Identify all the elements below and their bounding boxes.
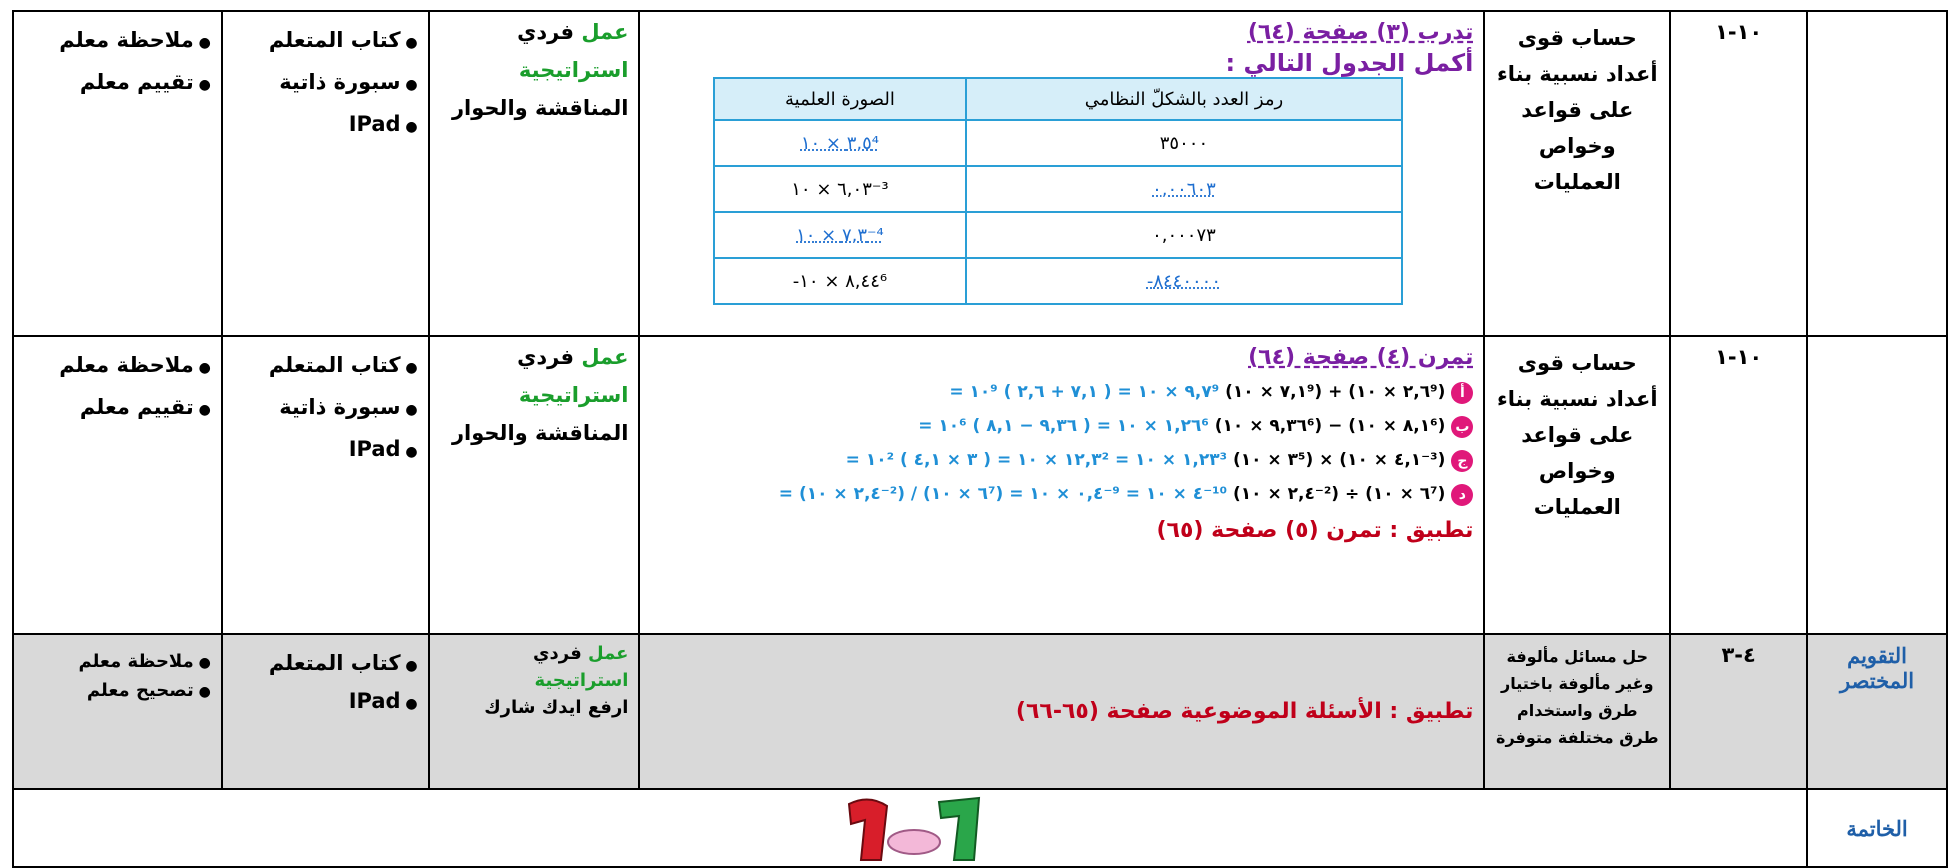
content: تدرب (٣) صفحة (٦٤) أكمل الجدول التالي : … [638, 10, 1486, 337]
method: ارفع ايدك شارك [484, 697, 629, 718]
row: الخاتمة [11, 788, 1948, 868]
assessment-item: ملاحظة معلم [24, 651, 211, 672]
assessment-item: تقييم معلم [24, 70, 211, 94]
equation: د(٢,٤ × ١٠⁻²) ÷ (٦ × ١٠⁷) = (٢,٤ × ١٠⁻²)… [650, 484, 1474, 506]
strategy-name: استراتيجية [518, 58, 629, 82]
resource: IPad [233, 437, 418, 461]
inner-table: رمز العدد بالشكلّ النظامي الصورة العلمية … [713, 77, 1404, 305]
equation-letter: ج [1451, 450, 1474, 472]
equation-solution: = (٢,٤ × ١٠⁻²) / (٦ × ١٠⁷) = ٠,٤ × ١٠⁻⁹ … [778, 484, 1228, 504]
assessment: ملاحظة معلم تصحيح معلم [12, 633, 223, 790]
resource: سبورة ذاتية [233, 395, 418, 419]
strategy: عمل فردي استراتيجية ارفع ايدك شارك [427, 633, 641, 790]
equation: ب(٩,٣٦ × ١٠⁶) − (٨,١ × ١٠⁶) = ١٠⁶ ( ٩,٣٦… [650, 416, 1474, 438]
assessment: ملاحظة معلم تقييم معلم [12, 10, 223, 337]
resource: IPad [233, 689, 418, 713]
closing [11, 788, 1809, 868]
equation-letter: أ [1451, 382, 1474, 404]
equation-solution: = ١٠² ( ٣ × ٤,١ ) = ١٢,٣ × ١٠² = ١,٢٣ × … [845, 450, 1228, 470]
equation: أ(٧,١ × ١٠⁹) + (٢,٦ × ١٠⁹) = ١٠⁹ ( ٧,١ +… [650, 382, 1474, 404]
resources: كتاب المتعلم سبورة ذاتية IPad [220, 10, 430, 337]
exercise-title: تدرب (٣) صفحة (٦٤) [1247, 20, 1474, 45]
equation-given: (٢,٤ × ١٠⁻²) ÷ (٦ × ١٠⁷) [1232, 484, 1446, 504]
work: فردي [517, 20, 574, 44]
work: فردي [533, 643, 582, 664]
resource: كتاب المتعلم [233, 651, 418, 675]
instruction: أكمل الجدول التالي : [1225, 49, 1474, 77]
strategy-name: استراتيجية [518, 383, 629, 407]
application: تطبيق : تمرن (٥) صفحة (٦٥) [1156, 518, 1474, 543]
cell: -٨,٤٤ × ١٠⁶ [713, 257, 967, 305]
exercise-title: تمرن (٤) صفحة (٦٤) [1248, 345, 1474, 370]
resource: سبورة ذاتية [233, 70, 418, 94]
method: المناقشة والحوار [451, 421, 629, 445]
resource: IPad [233, 112, 418, 136]
equation-solution: = ١٠⁶ ( ٩,٣٦ − ٨,١ ) = ١,٢٦ × ١٠⁶ [918, 416, 1209, 436]
objective: حساب قوى أعداد نسبية بناء على قواعد وخوا… [1483, 10, 1672, 337]
content: تطبيق : الأسئلة الموضوعية صفحة (٦٥-٦٦) [638, 633, 1486, 790]
equation-letter: ب [1451, 416, 1474, 438]
strategy: عمل فردي استراتيجية المناقشة والحوار [427, 335, 641, 635]
stage: التقويم المختصر [1806, 633, 1948, 790]
cell: ٣٥٠٠٠ [964, 119, 1404, 167]
assessment: ملاحظة معلم تقييم معلم [12, 335, 223, 635]
work: فردي [517, 345, 574, 369]
equation-letter: د [1451, 484, 1474, 506]
equation-given: (٣ × ١٠⁵) × (٤,١ × ١٠⁻³) [1232, 450, 1446, 470]
stage: الخاتمة [1806, 788, 1948, 868]
code: ١٠-١ [1669, 10, 1809, 337]
resources: كتاب المتعلم IPad [220, 633, 430, 790]
header: رمز العدد بالشكلّ النظامي [964, 77, 1404, 121]
strategy-name: استراتيجية [534, 670, 629, 691]
cell: ٣,٥ × ١٠⁴ [713, 119, 967, 167]
row: ١٠-١ حساب قوى أعداد نسبية بناء على قواعد… [12, 10, 1948, 337]
label: عمل [581, 345, 629, 369]
content: تمرن (٤) صفحة (٦٤) أ(٧,١ × ١٠⁹) + (٢,٦ ×… [638, 335, 1486, 635]
header: الصورة العلمية [713, 77, 967, 121]
objective: حساب قوى أعداد نسبية بناء على قواعد وخوا… [1483, 335, 1672, 635]
cell: ٦,٠٣ × ١٠⁻³ [713, 165, 967, 213]
stage [1806, 10, 1948, 337]
equations: أ(٧,١ × ١٠⁹) + (٢,٦ × ١٠⁹) = ١٠⁹ ( ٧,١ +… [650, 382, 1474, 506]
row: التقويم المختصر ٤-٣ حل مسائل مألوفة وغير… [12, 633, 1948, 790]
equation-given: (٧,١ × ١٠⁹) + (٢,٦ × ١٠⁹) [1225, 382, 1446, 402]
resource: كتاب المتعلم [233, 353, 418, 377]
label: عمل [581, 20, 629, 44]
label: عمل [588, 643, 629, 664]
illustration [847, 796, 981, 861]
assessment-item: ملاحظة معلم [24, 353, 211, 377]
code: ٤-٣ [1669, 633, 1809, 790]
assessment-item: تصحيح معلم [24, 680, 211, 701]
method: المناقشة والحوار [451, 96, 629, 120]
resources: كتاب المتعلم سبورة ذاتية IPad [220, 335, 430, 635]
cell: -٨٤٤٠٠٠٠ [964, 257, 1404, 305]
resource: كتاب المتعلم [233, 28, 418, 52]
cell: ٧,٣ × ١٠⁻⁴ [713, 211, 967, 259]
row: ١٠-١ حساب قوى أعداد نسبية بناء على قواعد… [12, 335, 1948, 635]
equation-solution: = ١٠⁹ ( ٧,١ + ٢,٦ ) = ٩,٧ × ١٠⁹ [949, 382, 1220, 402]
assessment-item: ملاحظة معلم [24, 28, 211, 52]
lesson-table: ١٠-١ حساب قوى أعداد نسبية بناء على قواعد… [11, 10, 1948, 868]
equation: ج(٣ × ١٠⁵) × (٤,١ × ١٠⁻³) = ١٠² ( ٣ × ٤,… [650, 450, 1474, 472]
cell: ٠,٠٠٠٧٣ [964, 211, 1404, 259]
equation-given: (٩,٣٦ × ١٠⁶) − (٨,١ × ١٠⁶) [1214, 416, 1446, 436]
strategy: عمل فردي استراتيجية المناقشة والحوار [427, 10, 641, 337]
assessment-item: تقييم معلم [24, 395, 211, 419]
code: ١٠-١ [1669, 335, 1809, 635]
application: تطبيق : الأسئلة الموضوعية صفحة (٦٥-٦٦) [1015, 699, 1474, 724]
stage [1806, 335, 1948, 635]
cell: ٠,٠٠٦٠٣ [964, 165, 1404, 213]
objective: حل مسائل مألوفة وغير مألوفة باختيار طرق … [1483, 633, 1672, 790]
